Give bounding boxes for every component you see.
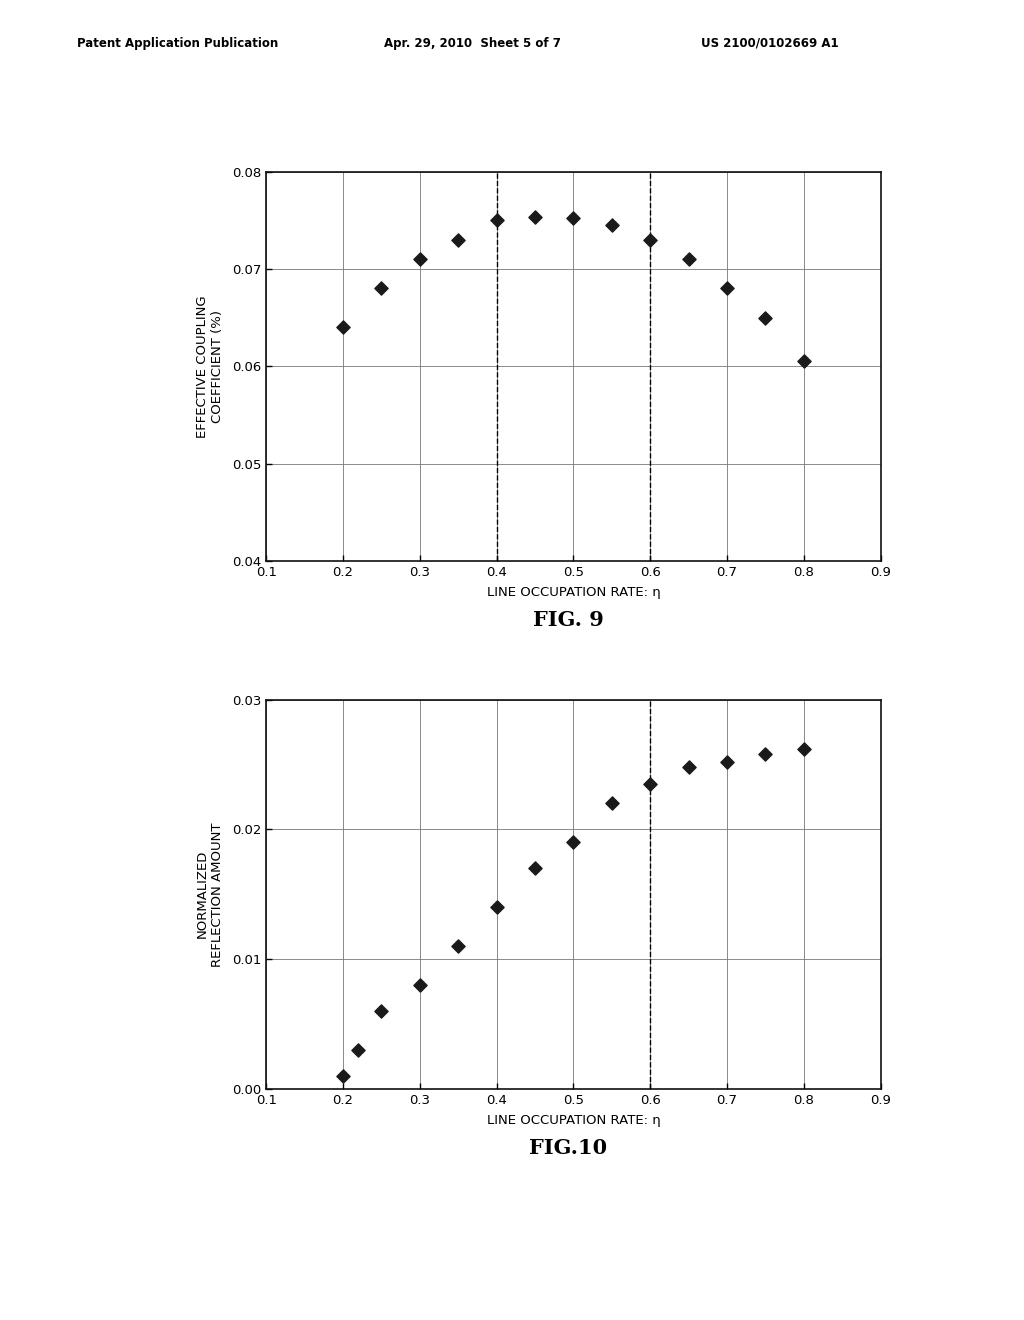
Text: FIG. 9: FIG. 9 bbox=[532, 610, 604, 630]
X-axis label: LINE OCCUPATION RATE: η: LINE OCCUPATION RATE: η bbox=[486, 586, 660, 599]
Point bbox=[758, 743, 774, 764]
Point bbox=[335, 317, 351, 338]
Point bbox=[604, 215, 621, 236]
Point bbox=[719, 279, 735, 300]
Text: FIG.10: FIG.10 bbox=[529, 1138, 607, 1158]
Point bbox=[350, 1040, 367, 1061]
Point bbox=[758, 308, 774, 329]
Point bbox=[488, 210, 505, 231]
Point bbox=[565, 207, 582, 228]
Point bbox=[450, 230, 466, 251]
Y-axis label: NORMALIZED
REFLECTION AMOUNT: NORMALIZED REFLECTION AMOUNT bbox=[196, 822, 223, 966]
Point bbox=[796, 351, 812, 372]
X-axis label: LINE OCCUPATION RATE: η: LINE OCCUPATION RATE: η bbox=[486, 1114, 660, 1127]
Point bbox=[681, 248, 697, 269]
Point bbox=[373, 279, 389, 300]
Text: US 2100/0102669 A1: US 2100/0102669 A1 bbox=[701, 37, 839, 50]
Point bbox=[681, 756, 697, 777]
Point bbox=[565, 832, 582, 853]
Point bbox=[796, 738, 812, 759]
Point bbox=[526, 207, 543, 228]
Point bbox=[373, 1001, 389, 1022]
Point bbox=[412, 248, 428, 269]
Text: Apr. 29, 2010  Sheet 5 of 7: Apr. 29, 2010 Sheet 5 of 7 bbox=[384, 37, 561, 50]
Point bbox=[526, 858, 543, 879]
Point bbox=[604, 793, 621, 814]
Point bbox=[719, 751, 735, 772]
Point bbox=[642, 774, 658, 795]
Point bbox=[450, 936, 466, 957]
Point bbox=[642, 230, 658, 251]
Text: Patent Application Publication: Patent Application Publication bbox=[77, 37, 279, 50]
Point bbox=[335, 1065, 351, 1086]
Point bbox=[412, 974, 428, 995]
Point bbox=[488, 896, 505, 917]
Y-axis label: EFFECTIVE COUPLING
COEFFICIENT (%): EFFECTIVE COUPLING COEFFICIENT (%) bbox=[196, 294, 223, 438]
